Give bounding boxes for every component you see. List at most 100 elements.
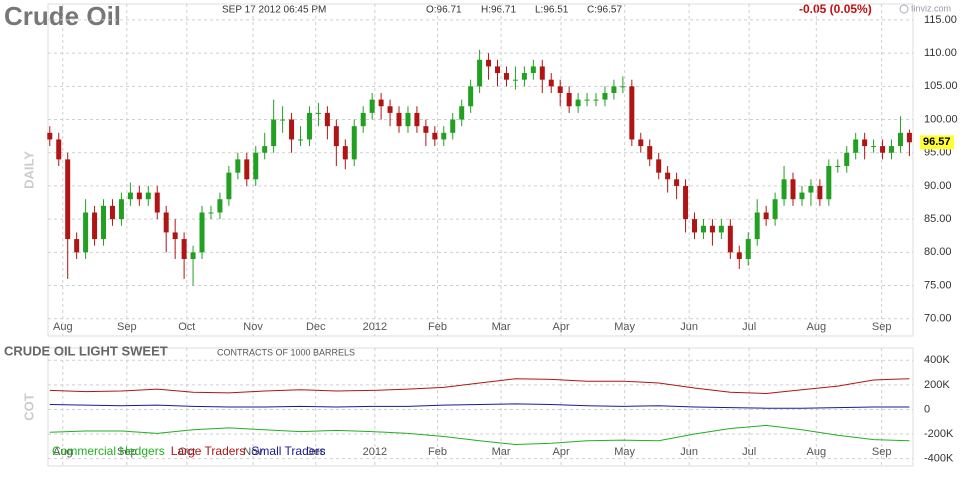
candle-body bbox=[530, 66, 536, 74]
x-tick-label: Jun bbox=[680, 446, 698, 458]
candle-body bbox=[378, 99, 384, 107]
y-tick-label: 90.00 bbox=[924, 180, 952, 192]
y-tick-label: 80.00 bbox=[924, 246, 952, 258]
y-tick-label: 105.00 bbox=[924, 80, 958, 92]
x-tick-label: Aug bbox=[807, 321, 827, 333]
candle-body bbox=[602, 92, 608, 100]
candle-body bbox=[65, 159, 71, 240]
candle-body bbox=[226, 172, 232, 200]
candle-body bbox=[459, 106, 465, 120]
y-tick-label: 70.00 bbox=[924, 313, 952, 325]
candle-body bbox=[145, 192, 151, 200]
candle-body bbox=[360, 112, 366, 127]
candle-body bbox=[906, 132, 912, 143]
candle-body bbox=[351, 126, 357, 160]
candle-body bbox=[548, 79, 554, 87]
candle-body bbox=[826, 166, 832, 200]
candle-body bbox=[611, 86, 617, 93]
y-tick-label: 400K bbox=[924, 354, 950, 366]
candle-body bbox=[477, 59, 483, 87]
candle-body bbox=[772, 199, 778, 220]
candle-body bbox=[799, 192, 805, 200]
candle-body bbox=[118, 199, 124, 220]
candle-body bbox=[880, 146, 886, 153]
candle-body bbox=[862, 139, 868, 147]
candle-body bbox=[566, 92, 572, 107]
quote-open: O:96.71 bbox=[426, 5, 462, 16]
legend-entry: Small Traders bbox=[251, 444, 325, 458]
candle-body bbox=[271, 119, 277, 147]
candle-body bbox=[190, 252, 196, 259]
candle-body bbox=[387, 106, 393, 113]
candle-body bbox=[172, 232, 178, 240]
candle-body bbox=[289, 119, 295, 140]
x-tick-label: Feb bbox=[428, 321, 447, 333]
candle-body bbox=[342, 146, 348, 160]
x-tick-label: Mar bbox=[492, 321, 511, 333]
candle-body bbox=[423, 126, 429, 133]
candle-body bbox=[692, 219, 698, 233]
candle-body bbox=[539, 66, 545, 80]
legend-entry: Large Traders bbox=[171, 444, 246, 458]
candle-body bbox=[83, 212, 89, 253]
candle-body bbox=[127, 192, 133, 200]
candle-body bbox=[718, 225, 724, 233]
candle-body bbox=[638, 139, 644, 147]
candle-body bbox=[486, 59, 492, 67]
y-tick-label: 95.00 bbox=[924, 147, 952, 159]
last-price-box bbox=[920, 135, 954, 150]
last-price-label: 96.57 bbox=[923, 136, 951, 148]
x-tick-label: Nov bbox=[243, 321, 263, 333]
candle-body bbox=[521, 73, 527, 80]
candle-body bbox=[835, 166, 841, 168]
y-tick-label: 85.00 bbox=[924, 213, 952, 225]
series-line bbox=[49, 424, 910, 445]
series-line bbox=[49, 403, 910, 409]
quote-change: -0.05 (0.05%) bbox=[799, 2, 872, 16]
y-tick-label: 100.00 bbox=[924, 113, 958, 125]
candle-body bbox=[441, 132, 447, 140]
axis-label: DAILY bbox=[21, 151, 36, 189]
quote-high: H:96.71 bbox=[481, 5, 516, 16]
candle-body bbox=[450, 119, 456, 133]
candle-body bbox=[674, 179, 680, 186]
candle-body bbox=[897, 132, 903, 147]
brand: finviz.com bbox=[911, 3, 951, 13]
series-line bbox=[49, 378, 910, 394]
candle-body bbox=[47, 132, 53, 140]
candle-body bbox=[306, 112, 312, 140]
x-tick-label: Dec bbox=[306, 446, 326, 458]
y-tick-label: -400K bbox=[924, 453, 954, 465]
candle-body bbox=[163, 212, 169, 233]
brand-icon bbox=[899, 4, 909, 14]
candle-body bbox=[844, 152, 850, 167]
candle-body bbox=[781, 179, 787, 200]
candle-body bbox=[584, 99, 590, 101]
candle-body bbox=[629, 86, 635, 140]
candle-body bbox=[575, 99, 581, 107]
candle-body bbox=[817, 185, 823, 200]
candle-body bbox=[512, 79, 518, 81]
x-tick-label: Sep bbox=[117, 446, 137, 458]
candle-body bbox=[593, 99, 599, 101]
candle-body bbox=[683, 185, 689, 220]
y-tick-label: 0 bbox=[924, 403, 930, 415]
x-tick-label: May bbox=[614, 321, 635, 333]
x-tick-label: Sep bbox=[117, 321, 137, 333]
candle-body bbox=[333, 126, 339, 147]
x-tick-label: Aug bbox=[53, 321, 73, 333]
candle-body bbox=[709, 225, 715, 233]
x-tick-label: Oct bbox=[178, 321, 195, 333]
x-tick-label: Dec bbox=[306, 321, 326, 333]
candle-body bbox=[736, 252, 742, 259]
candle-body bbox=[369, 99, 375, 113]
candle-body bbox=[217, 199, 223, 213]
candle-body bbox=[235, 159, 241, 173]
candle-body bbox=[414, 112, 420, 127]
candle-body bbox=[808, 185, 814, 193]
candle-body bbox=[298, 139, 304, 141]
candle-body bbox=[665, 172, 671, 180]
axis-label: COT bbox=[21, 393, 36, 421]
x-tick-label: Sep bbox=[872, 446, 892, 458]
